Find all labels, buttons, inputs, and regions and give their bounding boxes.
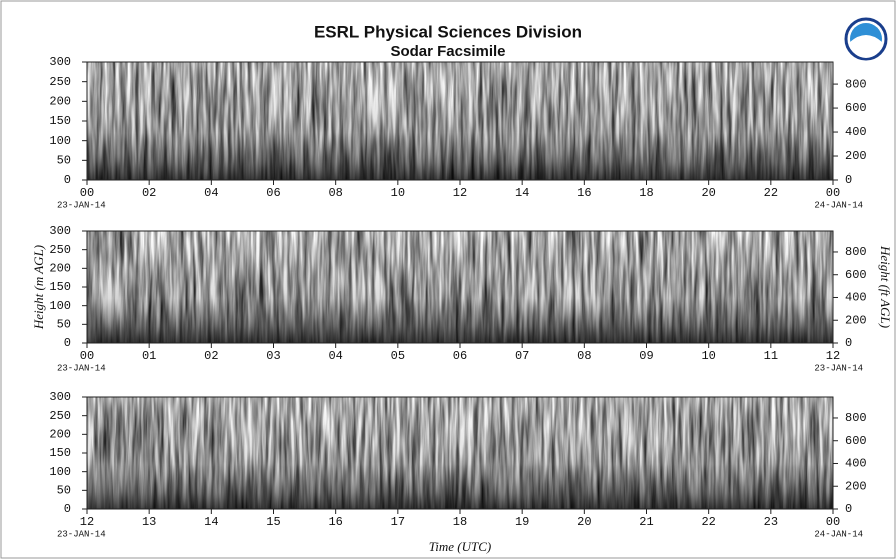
x-tick-label: 23 bbox=[764, 515, 778, 529]
y-tick-label: 250 bbox=[49, 75, 71, 89]
date-label: 23-JAN-14 bbox=[814, 363, 863, 373]
y-tick-label: 250 bbox=[49, 409, 71, 423]
x-tick-label: 16 bbox=[328, 515, 342, 529]
chart-title: ESRL Physical Sciences Division bbox=[314, 22, 582, 41]
x-tick-label: 14 bbox=[515, 186, 529, 200]
echo-texture bbox=[87, 62, 833, 180]
y-tick-label: 300 bbox=[49, 390, 71, 404]
x-tick-label: 22 bbox=[701, 515, 715, 529]
x-tick-label: 06 bbox=[266, 186, 280, 200]
x-tick-label: 04 bbox=[328, 349, 342, 363]
x-tick-label: 20 bbox=[577, 515, 591, 529]
x-tick-label: 02 bbox=[204, 349, 218, 363]
y-tick-label: 0 bbox=[64, 173, 71, 187]
x-tick-label: 17 bbox=[391, 515, 405, 529]
echo-texture bbox=[87, 397, 833, 509]
y2-tick-label: 600 bbox=[845, 101, 867, 115]
date-label: 23-JAN-14 bbox=[57, 363, 106, 373]
x-tick-label: 08 bbox=[328, 186, 342, 200]
x-tick-label: 02 bbox=[142, 186, 156, 200]
x-tick-label: 12 bbox=[80, 515, 94, 529]
y2-tick-label: 800 bbox=[845, 245, 867, 259]
y-tick-label: 150 bbox=[49, 446, 71, 460]
y-tick-label: 50 bbox=[57, 484, 71, 498]
y2-tick-label: 600 bbox=[845, 434, 867, 448]
x-tick-label: 13 bbox=[142, 515, 156, 529]
x-tick-label: 07 bbox=[515, 349, 529, 363]
x-tick-label: 00 bbox=[826, 515, 840, 529]
y-tick-label: 300 bbox=[49, 224, 71, 238]
x-tick-label: 12 bbox=[453, 186, 467, 200]
y-tick-label: 200 bbox=[49, 262, 71, 276]
x-tick-label: 01 bbox=[142, 349, 156, 363]
y-tick-label: 0 bbox=[64, 336, 71, 350]
y-tick-label: 150 bbox=[49, 280, 71, 294]
y2-tick-label: 400 bbox=[845, 125, 867, 139]
x-tick-label: 09 bbox=[639, 349, 653, 363]
x-tick-label: 05 bbox=[391, 349, 405, 363]
y-tick-label: 100 bbox=[49, 134, 71, 148]
y2-tick-label: 400 bbox=[845, 457, 867, 471]
x-tick-label: 14 bbox=[204, 515, 218, 529]
y2-tick-label: 200 bbox=[845, 313, 867, 327]
x-tick-label: 12 bbox=[826, 349, 840, 363]
chart-subtitle: Sodar Facsimile bbox=[390, 43, 505, 60]
y-tick-label: 0 bbox=[64, 502, 71, 516]
x-tick-label: 22 bbox=[764, 186, 778, 200]
x-tick-label: 21 bbox=[639, 515, 653, 529]
date-label: 24-JAN-14 bbox=[814, 529, 863, 539]
y-tick-label: 250 bbox=[49, 243, 71, 257]
y2-tick-label: 0 bbox=[845, 336, 852, 350]
x-tick-label: 08 bbox=[577, 349, 591, 363]
y2-tick-label: 0 bbox=[845, 502, 852, 516]
y-tick-label: 300 bbox=[49, 55, 71, 69]
x-tick-label: 15 bbox=[266, 515, 280, 529]
y2-tick-label: 600 bbox=[845, 268, 867, 282]
x-tick-label: 00 bbox=[826, 186, 840, 200]
y-tick-label: 50 bbox=[57, 154, 71, 168]
x-tick-label: 18 bbox=[453, 515, 467, 529]
y2-tick-label: 800 bbox=[845, 411, 867, 425]
x-tick-label: 18 bbox=[639, 186, 653, 200]
y-tick-label: 100 bbox=[49, 299, 71, 313]
date-label: 24-JAN-14 bbox=[814, 200, 863, 210]
y-axis-label: Height (m AGL) bbox=[31, 245, 46, 330]
date-label: 23-JAN-14 bbox=[57, 529, 106, 539]
x-tick-label: 00 bbox=[80, 186, 94, 200]
x-tick-label: 00 bbox=[80, 349, 94, 363]
y-tick-label: 100 bbox=[49, 465, 71, 479]
x-tick-label: 10 bbox=[701, 349, 715, 363]
y2-tick-label: 400 bbox=[845, 291, 867, 305]
x-tick-label: 20 bbox=[701, 186, 715, 200]
x-tick-label: 19 bbox=[515, 515, 529, 529]
x-tick-label: 04 bbox=[204, 186, 218, 200]
y2-tick-label: 800 bbox=[845, 77, 867, 91]
x-tick-label: 16 bbox=[577, 186, 591, 200]
y2-axis-label: Height (ft AGL) bbox=[878, 245, 893, 328]
x-tick-label: 11 bbox=[764, 349, 778, 363]
y-tick-label: 150 bbox=[49, 114, 71, 128]
y2-tick-label: 200 bbox=[845, 479, 867, 493]
x-tick-label: 03 bbox=[266, 349, 280, 363]
echo-texture bbox=[87, 231, 833, 343]
x-axis-label: Time (UTC) bbox=[429, 539, 491, 554]
y-tick-label: 200 bbox=[49, 95, 71, 109]
y2-tick-label: 0 bbox=[845, 173, 852, 187]
x-tick-label: 10 bbox=[391, 186, 405, 200]
noaa-logo bbox=[844, 17, 888, 61]
x-tick-label: 06 bbox=[453, 349, 467, 363]
y-tick-label: 50 bbox=[57, 318, 71, 332]
y2-tick-label: 200 bbox=[845, 149, 867, 163]
date-label: 23-JAN-14 bbox=[57, 200, 106, 210]
y-tick-label: 200 bbox=[49, 428, 71, 442]
